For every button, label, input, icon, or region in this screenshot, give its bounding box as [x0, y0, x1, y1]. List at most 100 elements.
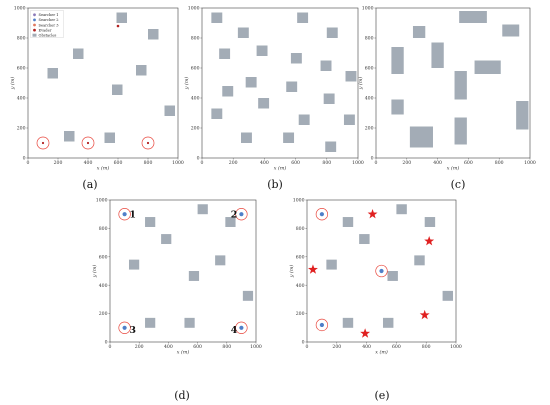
- x-tick-label: 200: [402, 160, 411, 166]
- obstacle: [502, 24, 520, 37]
- x-tick-label: 600: [193, 344, 202, 350]
- x-tick-label: 800: [144, 160, 153, 166]
- obstacle: [256, 45, 268, 56]
- searcher-range-ring: [315, 318, 329, 332]
- y-tick-label: 400: [296, 283, 305, 289]
- y-tick-label: 0: [23, 156, 26, 162]
- y-axis-label: y (m): [288, 265, 295, 279]
- x-tick-label: 400: [164, 344, 173, 350]
- evader-star: [360, 328, 371, 338]
- obstacle: [297, 12, 309, 23]
- y-tick-label: 600: [17, 66, 26, 72]
- obstacle: [326, 27, 338, 38]
- y-tick-label: 600: [99, 254, 108, 260]
- y-tick-label: 800: [365, 36, 374, 42]
- legend-label: Searcher 1: [39, 13, 59, 17]
- obstacle: [145, 217, 156, 227]
- x-tick-label: 600: [464, 160, 473, 166]
- x-tick-label: 0: [201, 160, 204, 166]
- x-tick-label: 600: [291, 160, 300, 166]
- x-tick-label: 800: [495, 160, 504, 166]
- y-tick-label: 1000: [293, 198, 305, 204]
- obstacle: [414, 255, 425, 266]
- legend-swatch: [33, 23, 36, 27]
- obstacle: [516, 101, 529, 130]
- searcher-range-ring: [81, 136, 95, 150]
- x-tick-label: 800: [222, 344, 231, 350]
- y-axis-label: y (m): [183, 77, 190, 91]
- searcher-range-ring: [315, 208, 329, 221]
- obstacle: [161, 234, 172, 245]
- y-tick-label: 0: [105, 340, 108, 346]
- panel-e: 0 200 400 600 800 1000 0 200 400 600 800 1000 x (m) y…: [288, 198, 462, 402]
- obstacle: [211, 12, 223, 23]
- obstacle: [219, 48, 231, 59]
- searcher-marker: [379, 268, 384, 274]
- obstacle: [241, 132, 252, 143]
- obstacle: [242, 290, 254, 301]
- searcher-range-ring: [235, 321, 248, 334]
- evader-star: [367, 209, 378, 219]
- obstacle: [431, 42, 444, 68]
- obstacle: [345, 71, 357, 82]
- searcher-range-ring: [141, 136, 155, 150]
- obstacle: [215, 255, 226, 266]
- obstacle: [164, 105, 175, 116]
- legend-swatch: [33, 18, 36, 22]
- obstacle: [323, 93, 335, 104]
- obstacle: [342, 217, 354, 227]
- searcher-marker: [319, 322, 324, 328]
- y-tick-label: 200: [17, 126, 26, 132]
- obstacle: [454, 117, 467, 145]
- obstacle: [359, 234, 370, 245]
- obstacle: [412, 26, 426, 38]
- x-tick-label: 1000: [524, 160, 536, 166]
- x-tick-label: 200: [135, 344, 144, 350]
- obstacle: [225, 217, 236, 227]
- obstacle: [424, 217, 436, 227]
- x-tick-label: 800: [322, 160, 331, 166]
- x-tick-label: 0: [27, 160, 30, 166]
- y-tick-label: 0: [371, 156, 374, 162]
- y-tick-label: 200: [365, 126, 374, 132]
- legend-swatch: [33, 28, 36, 32]
- y-axis-label: y (m): [357, 77, 364, 91]
- searcher-marker: [319, 212, 324, 217]
- searcher-range-ring: [118, 208, 131, 221]
- y-tick-label: 800: [296, 226, 305, 232]
- x-tick-label: 1000: [352, 160, 364, 166]
- searcher-range-ring: [235, 208, 248, 221]
- obstacle: [459, 11, 487, 23]
- searcher-number: 3: [129, 325, 136, 336]
- y-tick-label: 600: [365, 66, 374, 72]
- obstacle: [112, 84, 123, 95]
- x-axis-label: x (m): [375, 349, 388, 356]
- x-tick-label: 1000: [450, 344, 462, 350]
- y-tick-label: 1000: [188, 6, 200, 12]
- panel-caption: (e): [374, 389, 389, 402]
- obstacle: [116, 12, 127, 23]
- y-tick-label: 400: [17, 96, 26, 102]
- y-tick-label: 600: [296, 254, 305, 260]
- x-axis-label: x (m): [447, 165, 460, 172]
- obstacle: [148, 29, 159, 40]
- y-tick-label: 1000: [362, 6, 374, 12]
- x-tick-label: 1000: [250, 344, 262, 350]
- x-axis-label: x (m): [177, 349, 190, 356]
- x-tick-label: 400: [433, 160, 442, 166]
- searcher-marker: [122, 212, 127, 217]
- obstacle: [128, 259, 140, 270]
- searcher-marker: [239, 325, 244, 330]
- y-tick-label: 800: [191, 36, 200, 42]
- y-tick-label: 400: [191, 96, 200, 102]
- y-tick-label: 200: [296, 311, 305, 317]
- evader-star: [308, 264, 318, 274]
- legend-label: Searcher 2: [39, 18, 59, 22]
- panel-b: 0 200 400 600 800 1000 0 200 400 600 800 1000 x (m) y…: [183, 6, 364, 191]
- x-tick-label: 600: [114, 160, 123, 166]
- panel-caption: (d): [174, 389, 190, 402]
- y-tick-label: 800: [17, 36, 26, 42]
- obstacle: [283, 132, 295, 143]
- x-tick-label: 200: [229, 160, 238, 166]
- searcher-marker: [41, 141, 45, 145]
